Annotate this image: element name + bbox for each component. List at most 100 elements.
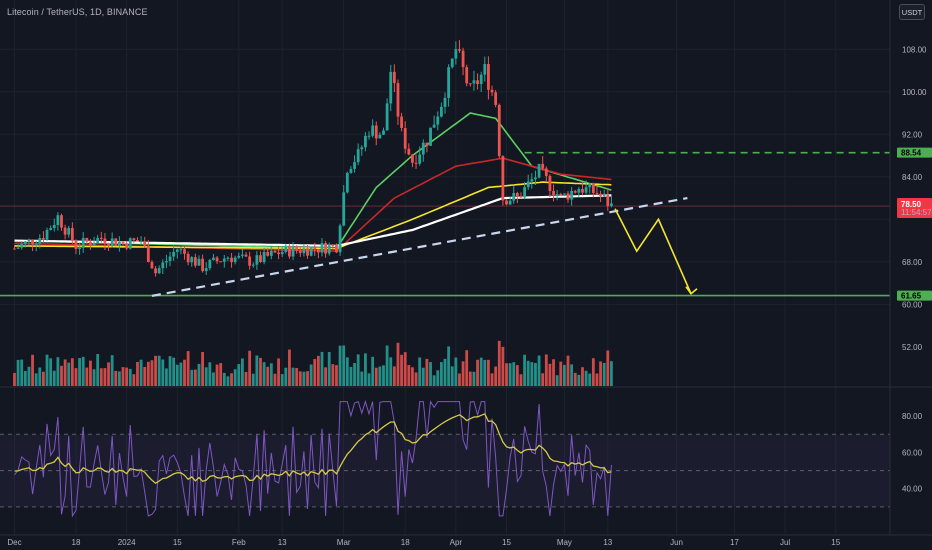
time-tick-label: Feb	[232, 538, 246, 547]
volume-bar	[389, 357, 393, 386]
volume-bar	[266, 366, 270, 386]
candle-body	[146, 245, 150, 262]
volume-bar	[335, 365, 338, 386]
volume-bar	[530, 362, 534, 386]
volume-bar	[468, 371, 472, 386]
candle-body	[89, 241, 92, 246]
candle-body	[13, 248, 16, 250]
candle-body	[353, 162, 356, 169]
volume-bar	[42, 371, 45, 386]
volume-bar	[403, 352, 407, 386]
candle-body	[588, 183, 592, 188]
volume-bar	[559, 361, 563, 386]
volume-bar	[179, 362, 183, 386]
candle-body	[497, 104, 501, 157]
candle-body	[154, 268, 157, 274]
volume-bar	[117, 371, 121, 386]
candle-body	[139, 241, 143, 243]
volume-bar	[512, 362, 516, 386]
volume-bar	[233, 369, 237, 386]
candle-body	[349, 168, 353, 173]
candle-body	[512, 193, 516, 201]
volume-bar	[306, 371, 309, 386]
volume-bar	[56, 357, 60, 386]
candle-body	[414, 162, 418, 164]
candle-body	[201, 258, 205, 272]
candle-body	[20, 244, 24, 248]
volume-bar	[331, 364, 335, 386]
candle-body	[99, 237, 103, 239]
volume-bar	[89, 360, 92, 386]
candle-body	[519, 196, 523, 198]
candle-body	[342, 192, 346, 226]
candle-body	[240, 254, 244, 256]
candle-body	[374, 125, 378, 139]
volume-bar	[374, 367, 378, 386]
currency-button[interactable]: USDT	[899, 4, 925, 20]
volume-bar	[49, 358, 53, 386]
candle-body	[562, 193, 566, 195]
candle-body	[63, 227, 67, 235]
volume-bar	[584, 370, 588, 386]
candle-body	[136, 239, 139, 242]
volume-bar	[425, 358, 429, 386]
volume-bar	[16, 359, 20, 386]
volume-bar	[136, 361, 139, 386]
candle-body	[385, 103, 389, 131]
time-tick-label: 13	[278, 538, 287, 547]
volume-bar	[577, 374, 581, 386]
volume-bar	[143, 366, 147, 386]
candle-body	[197, 258, 201, 266]
volume-bar	[186, 351, 190, 386]
candle-body	[230, 257, 233, 263]
volume-bar	[226, 376, 230, 386]
candle-body	[331, 245, 335, 247]
candle-body	[591, 183, 595, 193]
volume-bar	[175, 364, 179, 386]
moving-average-line	[14, 194, 612, 248]
volume-bar	[237, 364, 241, 386]
volume-bar	[411, 367, 414, 386]
candle-body	[125, 243, 129, 249]
volume-bar	[110, 355, 114, 386]
candle-body	[555, 194, 559, 196]
candle-body	[552, 190, 555, 195]
price-axis: 108.00 100.00 92.00 84.00 68.00 60.00 52.00 80.…	[889, 0, 932, 535]
volume-bar	[338, 345, 342, 386]
countdown-badge: 11:54:57	[901, 208, 932, 217]
moving-averages	[14, 112, 612, 253]
candle-body	[219, 261, 223, 263]
volume-bar	[570, 364, 574, 386]
candle-body	[487, 64, 490, 90]
volume-bar	[27, 366, 31, 386]
volume-bar	[537, 355, 541, 386]
volume-bar	[291, 367, 295, 386]
price-tick-label: 52.00	[902, 343, 923, 352]
candle-body	[38, 238, 42, 244]
volume-bar	[284, 367, 288, 386]
candle-body	[541, 163, 545, 169]
volume-bar	[63, 359, 67, 386]
volume-bar	[595, 373, 599, 386]
candle-body	[193, 257, 197, 266]
volume-bar	[407, 365, 411, 386]
candle-body	[262, 251, 266, 263]
volume-bar	[414, 372, 418, 386]
candle-body	[273, 251, 277, 253]
volume-bar	[599, 361, 602, 386]
candle-body	[324, 243, 328, 254]
candle-body	[548, 175, 552, 191]
candle-body	[45, 229, 49, 240]
candle-body	[78, 247, 81, 250]
candle-body	[570, 190, 574, 200]
volume-bar	[240, 358, 244, 386]
chart-grid	[0, 0, 932, 535]
volume-bar	[31, 354, 34, 386]
volume-bar	[432, 375, 436, 386]
time-tick-label: Apr	[450, 538, 463, 547]
price-badge: 78.50	[901, 200, 922, 209]
rsi-tick-label: 60.00	[902, 448, 923, 457]
candle-body	[67, 228, 71, 235]
volume-bar	[81, 356, 85, 386]
